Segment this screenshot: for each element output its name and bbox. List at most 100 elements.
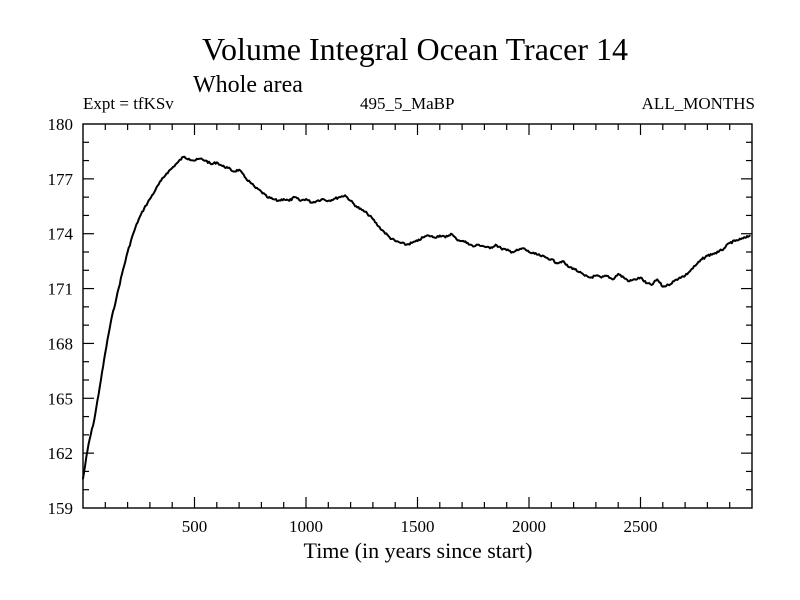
x-tick-label: 1500 [401,517,435,536]
x-tick-label: 2000 [512,517,546,536]
plot-frame [82,123,753,509]
data-point [388,236,391,239]
y-tick-label: 174 [48,225,74,244]
data-point [645,282,647,284]
data-point [600,276,603,279]
data-point [338,196,341,199]
data-point [299,199,302,202]
data-point [137,218,140,220]
data-point [723,247,726,250]
data-point [349,199,352,202]
data-point [288,199,291,202]
y-tick-label: 162 [48,444,74,463]
y-tick-label: 177 [48,170,74,189]
data-point [277,199,280,202]
data-point [639,276,642,279]
x-tick-label: 2500 [624,517,658,536]
data-point [82,477,84,480]
data-point [182,156,185,158]
data-point [249,181,252,184]
data-point [628,280,631,283]
data-point [734,240,737,242]
data-point [266,196,268,199]
data-point [572,267,575,270]
data-point [293,196,296,199]
data-point [433,236,436,239]
data-point [104,351,107,354]
data-point [489,247,491,250]
data-point [132,232,135,235]
data-point [372,218,374,220]
data-point [227,166,229,169]
data-point [567,265,569,268]
x-axis-ticks [104,124,731,508]
data-point [438,234,441,237]
x-axis-label: Time (in years since start) [304,538,533,563]
data-point [355,205,358,208]
data-point [611,278,614,281]
data-point [93,419,96,422]
data-point [539,254,542,257]
data-point [494,243,497,246]
data-point [344,194,346,197]
data-point [210,163,213,166]
data-point [165,172,168,175]
data-point [684,274,686,277]
data-point [695,263,698,266]
data-point [383,230,385,233]
data-point [656,278,659,281]
data-point [444,236,447,239]
data-point [143,207,146,210]
data-point [583,274,586,277]
data-point [700,258,703,261]
data-point [728,241,731,244]
data-point [316,199,319,202]
data-point [405,243,408,246]
y-tick-label: 159 [48,499,74,518]
data-point [416,240,419,242]
data-point [232,170,235,173]
data-point [310,201,313,204]
data-point [555,262,558,264]
data-point [394,240,397,242]
data-point [516,249,519,252]
data-point [505,249,508,252]
run-label: 495_5_MaBP [360,94,454,113]
data-point [115,296,118,299]
data-point [511,251,514,253]
x-tick-label: 1000 [289,517,323,536]
y-tick-label: 168 [48,334,74,353]
x-tick-label: 500 [182,517,208,536]
data-point [366,212,369,215]
data-point [500,247,503,250]
data-point [745,236,748,239]
data-point [121,273,123,275]
data-point [154,188,157,191]
data-point [221,165,224,167]
data-point [622,276,625,279]
data-point [477,243,480,246]
data-point [321,198,324,200]
data-point [650,284,653,286]
series-data-points [82,156,751,480]
data-point [673,280,675,283]
y-axis-tick-labels: 159 162 165 168 171 174 177 180 [48,115,74,518]
data-point [450,232,452,235]
data-point [606,274,608,277]
data-point [461,240,463,242]
y-tick-label: 165 [48,389,74,408]
data-point [176,161,179,164]
data-point [544,256,547,259]
data-point [282,198,285,200]
data-point [739,238,742,241]
data-point [617,273,620,275]
data-point [271,198,274,200]
series-line-tracer-14 [82,155,751,479]
data-point [455,238,458,241]
data-point [748,234,751,237]
data-point [149,198,151,200]
data-point [589,276,592,279]
months-label: ALL_MONTHS [642,94,755,113]
chart-subtitle: Whole area [193,72,303,98]
